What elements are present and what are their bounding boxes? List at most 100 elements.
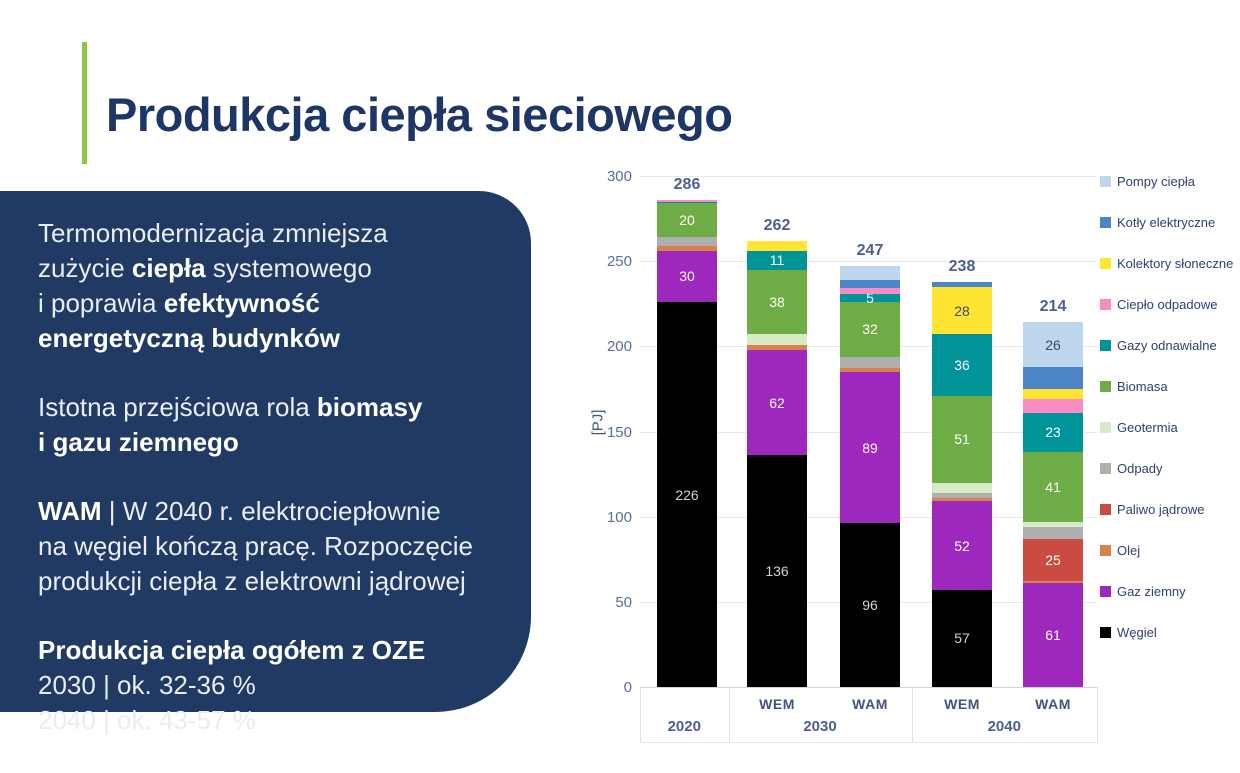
bar-segment-węgiel xyxy=(932,589,992,687)
legend-label: Gazy odnawialne xyxy=(1117,337,1217,353)
gridline xyxy=(640,261,1097,263)
title-accent-bar xyxy=(82,42,87,164)
bar-segment-value: 28 xyxy=(954,302,970,319)
bar-segment-gazy-odnawialne xyxy=(840,293,900,303)
bar-segment-olej xyxy=(1023,581,1083,584)
legend-label: Paliwo jądrowe xyxy=(1117,501,1205,517)
bar-total-label: 262 xyxy=(763,216,791,234)
bar-segment-gazy-odnawialne xyxy=(932,334,992,396)
bar-segment-gaz-ziemny xyxy=(840,371,900,524)
bar-segment-olej xyxy=(840,368,900,372)
x-axis-year-label: 2040 xyxy=(987,718,1021,735)
bar-segment-gazy-odnawialne xyxy=(657,201,717,204)
bar-segment-pompy-ciepła xyxy=(840,266,900,280)
axis-group-separator xyxy=(640,687,641,742)
bar-segment-value: 23 xyxy=(1045,424,1061,441)
legend-label: Odpady xyxy=(1117,460,1163,476)
legend-swatch xyxy=(1100,298,1111,310)
legend-item: Węgiel xyxy=(1100,624,1233,640)
legend-item: Ciepło odpadowe xyxy=(1100,296,1233,312)
bar-segment-value: 20 xyxy=(679,212,695,229)
bar-segment-gazy-odnawialne xyxy=(747,250,807,270)
bar-segment-value: 96 xyxy=(862,597,878,614)
axis-group-separator xyxy=(728,687,730,742)
bar-segment-geotermia xyxy=(932,482,992,493)
bar-segment-odpady xyxy=(840,356,900,369)
bar-segment-value: 25 xyxy=(1045,552,1061,569)
x-axis-scenario-label: WAM xyxy=(1035,696,1071,712)
chart-legend: Pompy ciepła Kotły elektryczne Kolektory s… xyxy=(1100,173,1234,640)
y-tick-label: 100 xyxy=(606,508,632,526)
bar-segment-value: 5 xyxy=(866,289,874,306)
x-axis-year-label: 2030 xyxy=(803,718,837,735)
legend-swatch xyxy=(1100,421,1111,433)
legend-label: Biomasa xyxy=(1117,378,1168,394)
bar-total-label: 247 xyxy=(856,242,884,260)
legend-swatch xyxy=(1100,339,1111,351)
legend-swatch xyxy=(1100,257,1111,269)
bar-segment-gaz-ziemny xyxy=(932,501,992,590)
legend-label: Kotły elektryczne xyxy=(1117,214,1216,230)
legend-label: Kolektory słoneczne xyxy=(1117,255,1234,271)
bar-segment-biomasa xyxy=(840,302,900,357)
bar-segment-węgiel xyxy=(840,523,900,687)
y-tick-label: 150 xyxy=(606,423,632,441)
bar-segment-value: 38 xyxy=(769,294,785,311)
bar-segment-value: 62 xyxy=(769,394,785,411)
infobox-paragraph: WAM | W 2040 r. elektrociepłownie na węgi… xyxy=(38,496,474,596)
legend-item: Gaz ziemny xyxy=(1100,583,1233,599)
bar-segment-biomasa xyxy=(932,395,992,483)
legend-swatch xyxy=(1100,626,1111,638)
bar-segment-kotły-elektryczne xyxy=(1023,366,1083,389)
gridline xyxy=(640,176,1097,177)
legend-item: Paliwo jądrowe xyxy=(1100,501,1233,517)
bar-segment-kotły-elektryczne xyxy=(840,279,900,289)
y-tick-label: 50 xyxy=(615,593,632,611)
bar-segment-kolektory-słoneczne xyxy=(1023,388,1083,400)
bar-segment-value: 226 xyxy=(675,486,699,503)
bar-segment-biomasa xyxy=(1023,451,1083,522)
page-title: Produkcja ciepła sieciowego xyxy=(106,88,733,142)
bar-segment-odpady xyxy=(932,492,992,498)
bar-total-label: 286 xyxy=(673,175,701,193)
y-tick-label: 300 xyxy=(606,168,632,185)
infobox-paragraph: Istotna przejściowa rola biomasy i gazu z… xyxy=(38,392,423,457)
bar-segment-węgiel xyxy=(657,302,717,687)
legend-swatch xyxy=(1100,544,1111,556)
stacked-bar-chart: [PJ] 0 50 100 150 200 250 300 226 30 20 286 136 62 38… xyxy=(588,158,1128,764)
bar-segment-odpady xyxy=(657,237,717,246)
legend-label: Geotermia xyxy=(1117,419,1178,435)
bar-segment-olej xyxy=(747,344,807,350)
bar-segment-ciepło-odpadowe xyxy=(840,288,900,294)
bar-segment-value: 61 xyxy=(1045,627,1061,644)
bar-segment-kolektory-słoneczne xyxy=(747,240,807,251)
bar-total-label: 238 xyxy=(948,257,976,275)
y-tick-label: 250 xyxy=(606,253,632,271)
bar-segment-gazy-odnawialne xyxy=(1023,412,1083,452)
legend-label: Węgiel xyxy=(1117,624,1157,640)
bar-segment-pompy-ciepła xyxy=(1023,322,1083,367)
bar-segment-paliwo-jądrowe xyxy=(1023,538,1083,582)
y-tick-label: 200 xyxy=(606,338,632,356)
bar-segment-odpady xyxy=(1023,526,1083,539)
bar-segment-ciepło-odpadowe xyxy=(1023,399,1083,413)
legend-swatch xyxy=(1100,585,1111,597)
legend-swatch xyxy=(1100,503,1111,515)
legend-item: Pompy ciepła xyxy=(1100,173,1233,189)
legend-label: Olej xyxy=(1117,542,1141,558)
legend-item: Kotły elektryczne xyxy=(1100,214,1233,230)
legend-item: Gazy odnawialne xyxy=(1100,337,1233,353)
bar-segment-gaz-ziemny xyxy=(1023,583,1083,687)
legend-label: Gaz ziemny xyxy=(1117,583,1186,599)
axis-group-separator xyxy=(1097,687,1098,742)
info-box: Termomodernizacja zmniejsza zużycie ciepł… xyxy=(0,191,531,735)
legend-swatch xyxy=(1100,380,1111,392)
bar-segment-value: 89 xyxy=(862,439,878,456)
x-axis-scenario-label: WEM xyxy=(759,696,795,712)
x-axis-scenario-label: WEM xyxy=(944,696,980,712)
legend-label: Pompy ciepła xyxy=(1117,173,1196,189)
bar-segment-value: 26 xyxy=(1045,336,1061,353)
bar-segment-olej xyxy=(657,245,717,251)
axis-box-bottom-border xyxy=(640,742,1097,743)
legend-label: Ciepło odpadowe xyxy=(1117,296,1218,312)
